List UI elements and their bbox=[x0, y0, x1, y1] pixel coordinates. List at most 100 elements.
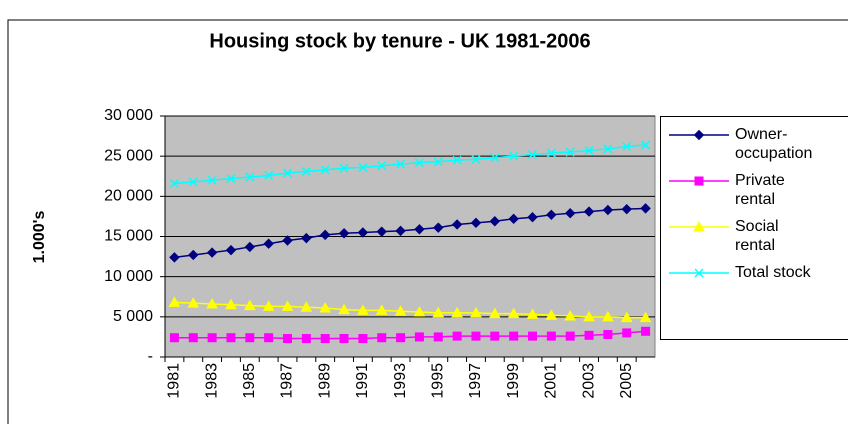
marker bbox=[339, 163, 349, 173]
x-tick-label: 2003 bbox=[580, 363, 597, 399]
marker bbox=[282, 235, 293, 246]
marker bbox=[188, 333, 198, 343]
marker bbox=[603, 330, 613, 340]
marker bbox=[376, 226, 387, 237]
marker bbox=[358, 334, 368, 344]
marker bbox=[470, 306, 482, 318]
marker bbox=[375, 304, 388, 315]
legend-item: Total stock bbox=[661, 263, 821, 282]
marker bbox=[565, 331, 575, 341]
marker bbox=[694, 268, 704, 278]
marker bbox=[207, 175, 217, 185]
x-tick-label: 2005 bbox=[618, 363, 635, 399]
marker bbox=[584, 330, 594, 340]
marker bbox=[226, 174, 236, 184]
marker bbox=[488, 307, 501, 319]
x-tick-label: 1991 bbox=[354, 363, 371, 399]
marker bbox=[603, 144, 613, 154]
marker bbox=[281, 300, 294, 311]
marker bbox=[546, 209, 557, 221]
legend-label: Private rental bbox=[735, 172, 785, 208]
marker bbox=[377, 333, 387, 343]
marker bbox=[377, 161, 387, 171]
x-tick-label: 2001 bbox=[543, 363, 560, 399]
legend-item: Owner-occupation bbox=[661, 125, 821, 163]
marker bbox=[264, 170, 274, 180]
marker bbox=[641, 326, 651, 336]
marker bbox=[432, 306, 445, 318]
marker bbox=[641, 140, 651, 150]
x-tick-label: 1983 bbox=[203, 363, 220, 399]
marker bbox=[226, 333, 236, 343]
x-tick-label: 1997 bbox=[467, 363, 484, 399]
marker bbox=[188, 249, 199, 261]
marker bbox=[396, 333, 406, 343]
marker bbox=[584, 146, 594, 156]
marker bbox=[546, 148, 556, 158]
y-tick-label: 20 000 bbox=[104, 188, 153, 205]
marker bbox=[358, 162, 368, 172]
legend-swatch bbox=[669, 129, 729, 141]
marker bbox=[320, 165, 330, 175]
y-tick-label: - bbox=[148, 348, 153, 365]
marker bbox=[282, 168, 293, 178]
marker bbox=[244, 241, 256, 253]
marker bbox=[602, 204, 614, 216]
y-tick-label: 25 000 bbox=[104, 147, 153, 164]
legend-item: Social rental bbox=[661, 217, 821, 255]
marker bbox=[414, 224, 425, 235]
marker bbox=[490, 153, 500, 163]
legend-swatch bbox=[669, 220, 729, 232]
marker bbox=[169, 333, 179, 343]
marker bbox=[319, 229, 331, 241]
y-tick-label: 30 000 bbox=[104, 107, 153, 124]
marker bbox=[357, 304, 369, 315]
marker bbox=[357, 227, 369, 238]
y-tick-label: 5 000 bbox=[113, 308, 153, 325]
marker bbox=[206, 297, 218, 309]
marker bbox=[452, 331, 462, 341]
legend-swatch bbox=[669, 176, 729, 186]
marker bbox=[546, 331, 556, 341]
marker bbox=[301, 334, 311, 344]
marker bbox=[622, 328, 632, 338]
marker bbox=[301, 232, 312, 244]
marker bbox=[471, 331, 481, 341]
marker bbox=[414, 158, 424, 168]
marker bbox=[433, 332, 443, 342]
marker bbox=[565, 147, 575, 157]
marker bbox=[470, 217, 482, 229]
marker bbox=[564, 310, 577, 321]
marker bbox=[245, 333, 255, 343]
marker bbox=[694, 176, 704, 186]
marker bbox=[169, 252, 180, 263]
y-axis-label: 1.000's bbox=[31, 211, 48, 264]
y-tick-label: 15 000 bbox=[104, 228, 153, 245]
legend: Owner-occupation Private rental Social ren… bbox=[660, 116, 848, 340]
x-tick-label: 1985 bbox=[241, 363, 258, 399]
marker bbox=[207, 333, 217, 343]
marker bbox=[225, 298, 237, 310]
x-tick-label: 1981 bbox=[166, 363, 183, 399]
legend-item: Private rental bbox=[661, 171, 821, 209]
marker bbox=[693, 129, 705, 141]
marker bbox=[509, 151, 519, 161]
marker bbox=[262, 300, 275, 311]
x-tick-label: 1995 bbox=[429, 363, 446, 399]
marker bbox=[188, 177, 198, 187]
marker bbox=[169, 178, 179, 189]
marker bbox=[509, 331, 519, 341]
marker bbox=[693, 220, 705, 232]
marker bbox=[413, 305, 426, 317]
marker bbox=[243, 299, 256, 311]
marker bbox=[225, 244, 237, 256]
marker bbox=[414, 332, 424, 342]
marker bbox=[283, 334, 292, 344]
marker bbox=[168, 296, 181, 307]
marker bbox=[433, 157, 443, 167]
marker bbox=[338, 228, 350, 239]
marker bbox=[451, 219, 463, 230]
marker bbox=[583, 310, 595, 322]
marker bbox=[528, 331, 537, 341]
